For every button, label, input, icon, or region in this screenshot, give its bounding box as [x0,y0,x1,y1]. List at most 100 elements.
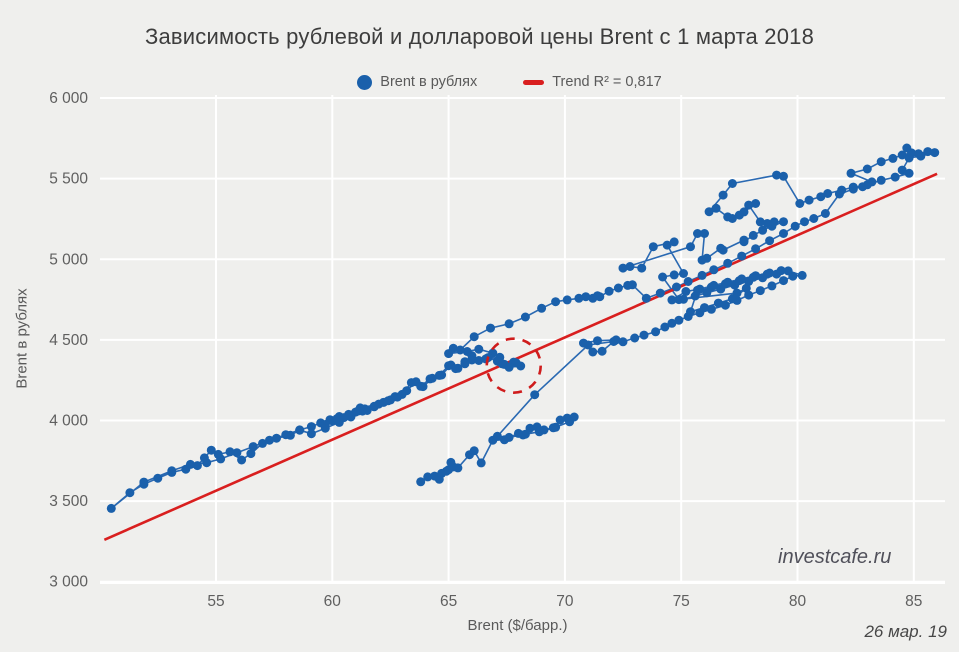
data-point [579,338,588,348]
data-point [876,175,886,185]
data-point [648,242,658,252]
data-point [748,272,758,282]
data-point [723,258,733,268]
data-point [713,298,723,308]
data-point [662,240,672,250]
legend-item-trend[interactable]: Trend R² = 0,817 [523,74,662,90]
x-tick-label: 70 [556,593,574,610]
data-point [593,336,602,346]
data-point [723,212,733,222]
legend-item-series[interactable]: Brent в рублях [357,74,477,90]
data-point [741,283,751,293]
y-tick-label: 5 000 [49,251,88,268]
data-point [192,461,202,471]
data-point [295,425,305,435]
data-point [720,300,730,310]
data-point [651,327,661,337]
data-point [469,446,479,456]
data-point [555,415,565,425]
data-point [848,184,858,194]
data-point [669,270,679,280]
data-point [737,251,747,261]
data-point [416,477,426,487]
data-point [565,417,575,427]
data-point [504,362,514,372]
data-point [272,433,281,443]
data-point [497,359,507,369]
data-point [474,356,484,365]
y-tick-label: 3 000 [49,574,88,591]
data-point [444,349,454,359]
data-point [139,477,149,487]
data-point [232,448,242,458]
data-point [779,171,788,181]
data-point [537,303,547,313]
data-point [897,150,907,160]
data-point [597,346,607,356]
data-point [520,429,530,439]
data-point [897,165,907,175]
data-point [362,406,372,415]
data-point [706,304,716,314]
data-point [306,429,316,439]
data-point [446,457,456,467]
data-point [613,283,623,293]
data-point [618,337,628,347]
x-tick-label: 75 [673,593,690,610]
data-point [762,219,772,228]
data-point [686,307,695,317]
data-point [588,347,598,357]
data-point [581,292,591,302]
data-point [425,374,435,384]
data-point [795,199,805,208]
data-point [797,270,807,280]
data-point [751,199,761,208]
x-axis-title: Brent ($/барр.) [467,617,568,634]
x-tick-label: 60 [324,593,342,610]
data-point [455,345,465,355]
y-tick-label: 6 000 [49,90,88,107]
data-point [469,332,479,342]
data-point [106,503,116,513]
data-point [530,390,540,400]
data-point [846,168,856,178]
data-point [674,295,684,305]
data-point [630,333,640,343]
data-point [332,414,342,424]
data-point [534,427,544,437]
data-point [320,420,330,429]
data-point [625,262,635,271]
data-point [486,323,495,333]
x-tick-label: 55 [207,593,224,610]
data-point [800,217,809,227]
data-point [604,286,614,296]
x-tick-label: 85 [905,593,922,610]
data-point [804,195,814,205]
data-point [751,244,761,254]
data-point [693,229,702,238]
data-point [167,466,177,476]
data-point [386,395,395,405]
data-point [762,269,772,279]
data-point [520,312,530,322]
data-point [660,322,670,332]
chart-title: Зависимость рублевой и долларовой цены B… [144,24,815,49]
data-point [674,315,684,325]
data-point [693,285,702,295]
data-point [306,422,316,432]
data-point [700,303,709,313]
data-point [641,293,651,303]
data-point [755,217,765,227]
data-point [704,207,714,217]
x-tick-label: 65 [440,593,457,610]
data-point [551,297,561,307]
legend-trend-label: Trend R² = 0,817 [552,74,662,90]
data-point [672,282,681,292]
data-point [504,432,514,442]
data-point [667,295,677,305]
data-point [406,378,416,388]
data-point [339,413,349,423]
data-point [772,170,782,180]
y-tick-label: 4 500 [49,332,88,349]
